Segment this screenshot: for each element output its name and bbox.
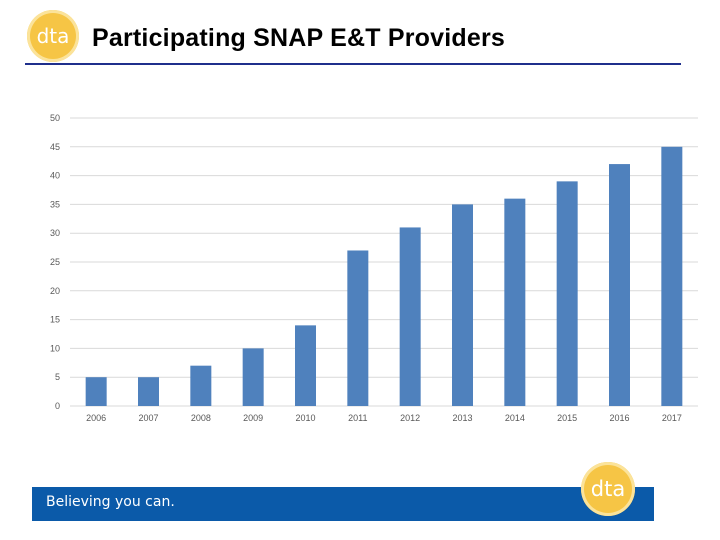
- footer-tagline: Believing you can.: [46, 494, 175, 510]
- y-tick-label: 50: [50, 113, 60, 123]
- x-tick-label: 2016: [609, 413, 629, 423]
- x-tick-label: 2015: [557, 413, 577, 423]
- bar: [452, 204, 473, 406]
- x-tick-label: 2008: [191, 413, 211, 423]
- bar: [504, 198, 526, 406]
- dta-logo: dta: [27, 10, 79, 62]
- x-tick-label: 2010: [295, 413, 315, 423]
- y-tick-label: 45: [50, 142, 60, 152]
- bar: [609, 164, 630, 406]
- bar: [661, 146, 683, 407]
- bar: [85, 377, 107, 406]
- x-tick-label: 2014: [505, 413, 525, 423]
- bar: [295, 325, 316, 406]
- y-tick-label: 5: [55, 372, 60, 382]
- logo-text: dta: [36, 24, 70, 48]
- x-tick-label: 2007: [138, 413, 158, 423]
- bar: [556, 181, 578, 406]
- x-tick-label: 2012: [400, 413, 420, 423]
- page-title: Participating SNAP E&T Providers: [92, 24, 505, 52]
- x-tick-label: 2009: [243, 413, 263, 423]
- footer-logo-text: dta: [590, 477, 626, 501]
- y-tick-label: 30: [50, 228, 60, 238]
- y-tick-label: 20: [50, 286, 60, 296]
- x-tick-label: 2011: [348, 413, 367, 423]
- x-tick-label: 2013: [452, 413, 472, 423]
- bar: [347, 250, 369, 406]
- footer-band: [32, 487, 654, 521]
- x-tick-label: 2006: [86, 413, 106, 423]
- bar: [399, 227, 421, 406]
- dta-logo-footer: dta: [581, 462, 635, 516]
- bar: [190, 365, 212, 406]
- y-tick-label: 25: [50, 257, 60, 267]
- y-tick-label: 40: [50, 171, 60, 181]
- y-tick-label: 35: [50, 199, 60, 209]
- title-divider: [25, 63, 681, 65]
- y-tick-label: 10: [50, 343, 60, 353]
- bar: [242, 348, 264, 406]
- y-tick-label: 15: [50, 315, 60, 325]
- bar: [138, 377, 159, 406]
- y-tick-label: 0: [55, 401, 60, 411]
- x-tick-label: 2017: [662, 413, 682, 423]
